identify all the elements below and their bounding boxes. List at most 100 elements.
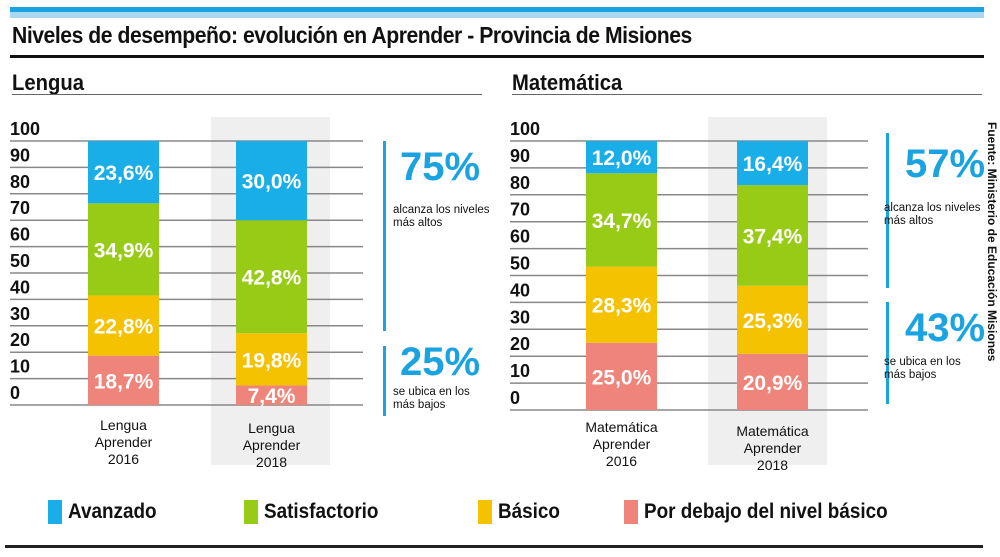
x-category-label: Aprender [243, 437, 301, 453]
bar-segment-debajo [737, 353, 808, 410]
legend-swatch-avanzado [48, 500, 62, 524]
y-tick-label: 70 [510, 200, 530, 220]
legend-label: Avanzado [68, 500, 157, 523]
lengua-high-text: alcanza los niveles más altos [393, 204, 490, 229]
matematica-high-text: alcanza los niveles más altos [884, 202, 981, 227]
bar-segment-satisfactorio [737, 185, 808, 286]
y-tick-label: 90 [10, 145, 30, 165]
y-tick-label: 60 [510, 227, 530, 247]
matematica-high-pct: 57% [905, 142, 986, 186]
lengua-high-pct: 75% [400, 145, 481, 189]
bar-segment-basico [236, 333, 307, 386]
data-label: 16,4% [743, 153, 803, 176]
data-label: 34,9% [94, 239, 154, 262]
legend-swatch-basico [478, 500, 492, 524]
bar-segment-basico [737, 285, 808, 354]
y-tick-label: 100 [510, 119, 540, 139]
data-label: 19,8% [242, 349, 302, 372]
y-tick-label: 20 [510, 334, 530, 354]
x-category-label: Lengua [100, 417, 147, 433]
lengua-low-pct: 25% [400, 340, 481, 384]
y-tick-label: 10 [10, 357, 30, 377]
data-label: 25,0% [592, 366, 652, 389]
bar-segment-satisfactorio [88, 203, 159, 296]
lengua-section-divider [12, 94, 482, 95]
legend-item-avanzado: Avanzado [48, 500, 166, 524]
legend: Avanzado Satisfactorio Básico Por debajo… [0, 500, 1000, 534]
x-category-label: Aprender [744, 440, 802, 456]
matematica-high-bracket [886, 133, 889, 288]
data-label: 20,9% [743, 372, 803, 395]
data-label: 28,3% [592, 295, 652, 318]
bar-segment-avanzado [88, 141, 159, 204]
legend-label: Por debajo del nivel básico [644, 500, 888, 523]
y-tick-label: 80 [510, 173, 530, 193]
y-tick-label: 0 [10, 383, 20, 403]
data-label: 22,8% [94, 316, 154, 339]
data-label: 30,0% [242, 171, 302, 194]
x-category-label: Lengua [248, 420, 295, 436]
x-category-label: 2016 [108, 451, 139, 467]
legend-item-satisfactorio: Satisfactorio [244, 500, 391, 524]
x-category-label: Matemática [585, 419, 658, 435]
bar-segment-debajo [236, 385, 307, 405]
legend-label: Básico [498, 500, 560, 523]
legend-swatch-debajo [624, 500, 638, 524]
x-category-label: 2018 [757, 457, 788, 473]
data-label: 23,6% [94, 162, 154, 185]
y-tick-label: 50 [10, 251, 30, 271]
y-tick-label: 30 [510, 307, 530, 327]
legend-item-debajo: Por debajo del nivel básico [624, 500, 915, 524]
lengua-high-bracket [383, 141, 386, 331]
y-tick-label: 10 [510, 361, 530, 381]
title-divider [10, 55, 984, 58]
lengua-section-title: Lengua [12, 70, 84, 95]
data-label: 25,3% [743, 310, 803, 333]
bar-segment-avanzado [586, 141, 657, 174]
y-tick-label: 100 [10, 119, 40, 139]
y-tick-label: 30 [10, 304, 30, 324]
lengua-low-bracket [383, 346, 386, 416]
top-accent-bar [10, 7, 984, 12]
source-note: Fuente: Ministerio de Educación Misiones [985, 122, 999, 362]
top-accent-bar-light [10, 12, 984, 18]
y-tick-label: 80 [10, 172, 30, 192]
y-tick-label: 20 [10, 330, 30, 350]
y-tick-label: 50 [510, 254, 530, 274]
lengua-low-text: se ubica en los más bajos [393, 386, 470, 411]
y-tick-label: 40 [10, 277, 30, 297]
y-tick-label: 60 [10, 225, 30, 245]
data-label: 42,8% [242, 267, 302, 290]
bar-segment-avanzado [737, 141, 808, 186]
matematica-low-pct: 43% [905, 306, 986, 350]
legend-swatch-satisfactorio [244, 500, 258, 524]
legend-label: Satisfactorio [264, 500, 379, 523]
y-tick-label: 0 [510, 388, 520, 408]
x-category-label: 2018 [256, 454, 287, 470]
bar-segment-debajo [88, 355, 159, 405]
bar-segment-satisfactorio [586, 173, 657, 267]
y-tick-label: 40 [510, 280, 530, 300]
matematica-section-title: Matemática [512, 70, 623, 95]
x-category-label: 2016 [606, 453, 637, 469]
data-label: 34,7% [592, 210, 652, 233]
data-label: 7,4% [248, 385, 296, 408]
bar-segment-avanzado [236, 141, 307, 221]
x-category-label: Matemática [736, 423, 809, 439]
bottom-divider [5, 545, 983, 548]
bar-segment-satisfactorio [236, 220, 307, 334]
x-category-label: Aprender [95, 434, 153, 450]
matematica-section-divider [512, 94, 982, 95]
y-tick-label: 90 [510, 146, 530, 166]
data-label: 12,0% [592, 147, 652, 170]
matematica-low-text: se ubica en los más bajos [884, 356, 961, 381]
data-label: 37,4% [743, 225, 803, 248]
bar-segment-basico [586, 266, 657, 343]
bar-segment-debajo [586, 342, 657, 410]
y-tick-label: 70 [10, 198, 30, 218]
legend-item-basico: Básico [478, 500, 567, 524]
bar-segment-basico [88, 295, 159, 356]
matematica-low-bracket [886, 302, 889, 404]
data-label: 18,7% [94, 370, 154, 393]
